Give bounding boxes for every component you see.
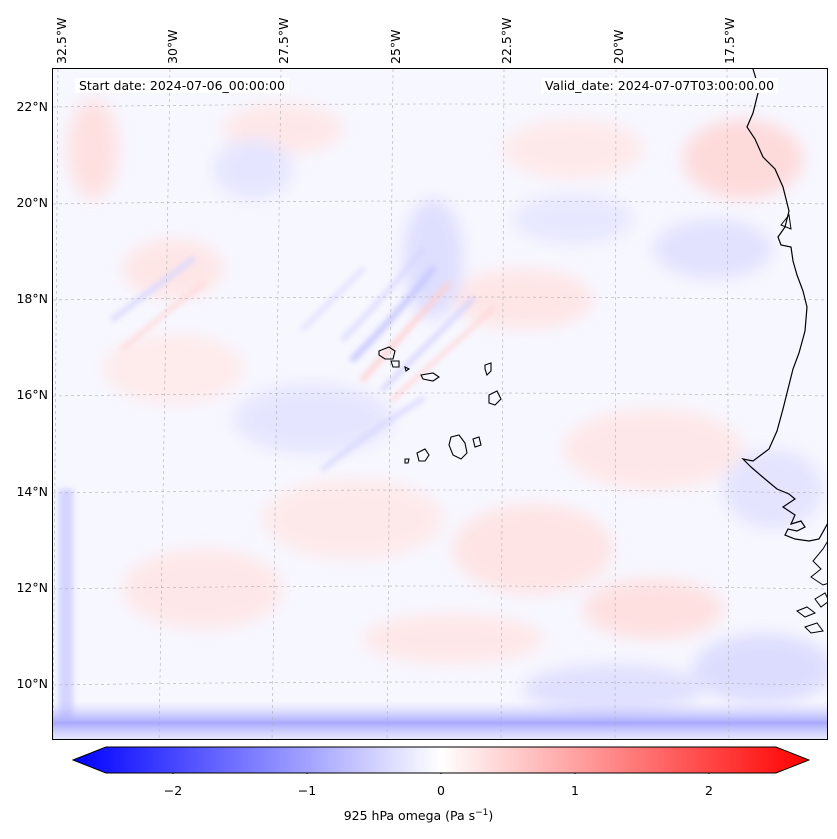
meridian — [386, 69, 394, 739]
island-sao-nicolau — [420, 372, 440, 382]
positive-streak — [360, 281, 451, 382]
positive-patch — [123, 239, 223, 299]
island-maio — [472, 436, 482, 448]
lat-label: 14°N — [16, 484, 48, 499]
parallel — [53, 585, 827, 590]
parallel — [53, 103, 827, 108]
bottom-boundary-band — [53, 701, 827, 739]
lon-label: 20°W — [611, 29, 626, 64]
meridian — [271, 69, 282, 739]
omega-patches — [68, 99, 827, 714]
parallel — [53, 489, 827, 494]
lon-label: 25°W — [388, 29, 403, 64]
colorbar-tick-label: −2 — [163, 783, 183, 798]
lon-label: 17.5°W — [722, 17, 737, 64]
coastline-detail — [780, 213, 792, 230]
meridian — [726, 69, 730, 739]
parallel — [53, 681, 827, 686]
positive-patch — [103, 334, 243, 404]
lon-label: 32.5°W — [54, 17, 69, 64]
parallel — [53, 200, 827, 205]
lon-label: 22.5°W — [499, 17, 514, 64]
lat-label: 20°N — [16, 195, 48, 210]
meridian — [158, 69, 171, 739]
colorbar-tick-label: 1 — [571, 783, 579, 798]
colorbar-label-exponent: −1 — [475, 808, 489, 818]
africa-coastline — [741, 69, 827, 542]
negative-streak — [350, 266, 436, 362]
island-sal — [484, 362, 492, 377]
bijagos-island — [814, 592, 827, 608]
omega-field-map — [53, 69, 827, 739]
negative-patch — [693, 634, 827, 704]
lat-label: 16°N — [16, 387, 48, 402]
negative-patch — [513, 194, 633, 244]
meridian — [53, 69, 59, 739]
positive-patch — [563, 409, 743, 489]
wave-streaks — [110, 247, 495, 471]
lat-label: 10°N — [16, 676, 48, 691]
island-santiago — [448, 434, 468, 460]
meridian — [614, 69, 617, 739]
negative-streak — [110, 256, 196, 322]
island-boa-vista — [488, 390, 502, 406]
island-brava — [404, 458, 410, 464]
negative-streak — [301, 267, 365, 331]
lon-label: 27.5°W — [276, 17, 291, 64]
colorbar-tick-label: 2 — [705, 783, 713, 798]
colorbar-tick-label: −1 — [297, 783, 317, 798]
left-boundary-band — [59, 489, 73, 719]
positive-patch — [583, 579, 723, 639]
positive-patch — [123, 549, 283, 629]
positive-patch — [68, 99, 118, 199]
negative-patch — [213, 139, 293, 199]
positive-patch — [363, 614, 543, 664]
negative-patch — [233, 384, 393, 454]
negative-streak — [381, 297, 475, 391]
meridian — [500, 69, 505, 739]
positive-streak — [121, 282, 205, 351]
lon-label: 30°W — [165, 29, 180, 64]
colorbar-label-close: ) — [488, 808, 494, 824]
gridlines — [53, 69, 827, 739]
cape-verde-islands — [378, 346, 502, 464]
positive-streak — [391, 307, 495, 401]
start-date-label: Start date: 2024-07-06_00:00:00 — [75, 78, 289, 93]
island-santo-antao — [378, 346, 396, 360]
island-santa-luzia — [404, 365, 411, 372]
colorbar-ticks — [172, 773, 710, 774]
map-panel — [52, 68, 828, 740]
positive-patch — [503, 119, 643, 179]
negative-streak — [341, 247, 425, 341]
negative-patch — [723, 449, 823, 529]
positive-patch — [683, 119, 803, 199]
island-fogo — [416, 448, 430, 462]
negative-streak — [321, 397, 425, 471]
lat-label: 18°N — [16, 291, 48, 306]
colorbar-tick-label: 0 — [437, 783, 445, 798]
bijagos-island — [804, 622, 824, 634]
colorbar-body — [72, 746, 810, 774]
colorbar-label-text: 925 hPa omega (Pa s — [343, 808, 476, 824]
negative-patch — [653, 219, 773, 279]
valid-date-label: Valid_date: 2024-07-07T03:00:00.00 — [541, 78, 779, 93]
lat-label: 12°N — [16, 580, 48, 595]
positive-patch — [453, 504, 613, 594]
positive-patch — [263, 479, 443, 559]
bijagos-island — [795, 606, 817, 618]
parallel — [53, 296, 827, 301]
lat-label: 22°N — [16, 99, 48, 114]
parallel — [53, 392, 827, 397]
colorbar — [72, 746, 810, 774]
guinea-bissau-coast — [810, 541, 827, 586]
colorbar-label: 925 hPa omega (Pa s−1) — [0, 808, 837, 823]
island-sao-vicente — [390, 360, 400, 368]
